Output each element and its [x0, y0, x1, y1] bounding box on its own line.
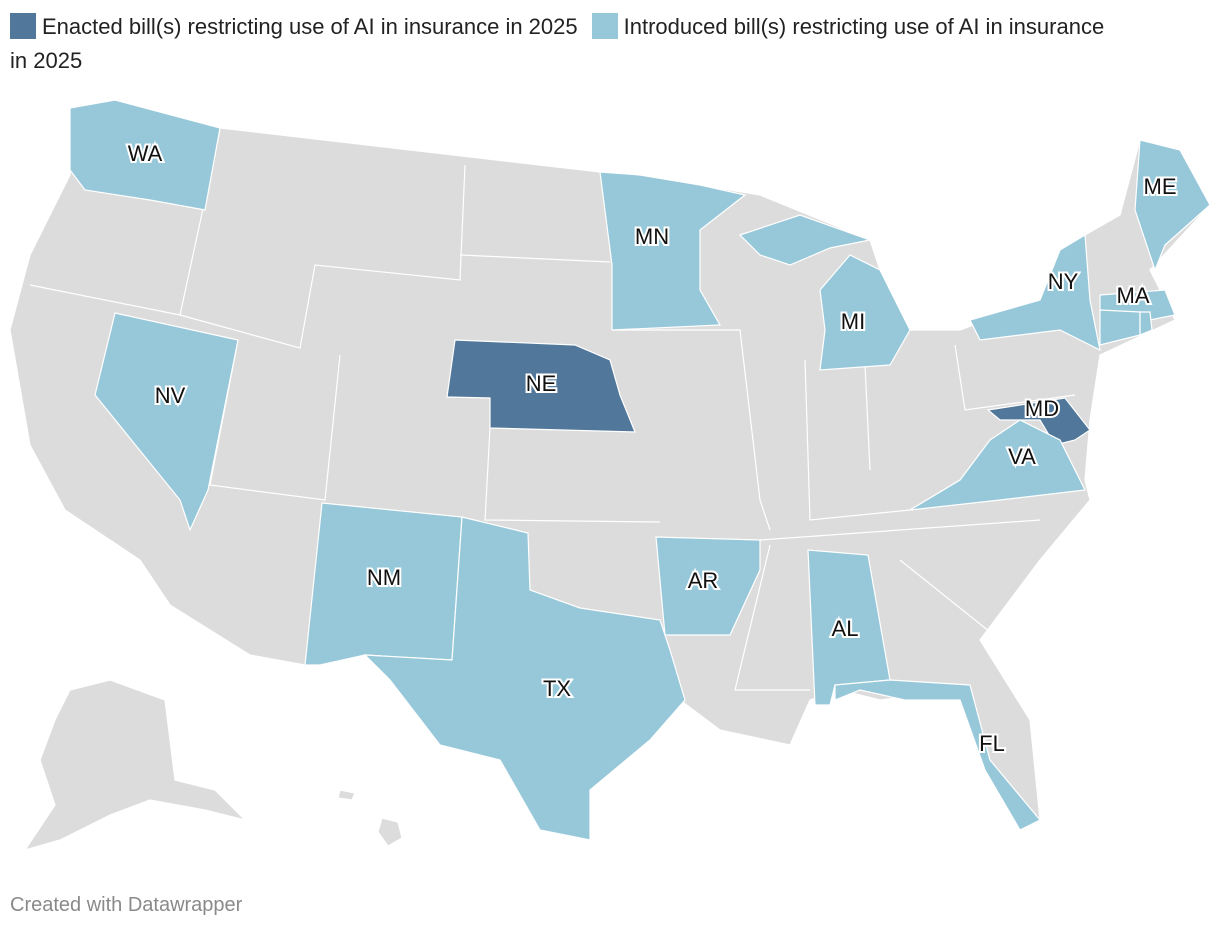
state-label: NM [367, 565, 401, 590]
state-label: FL [979, 731, 1005, 756]
state-label: MI [841, 309, 865, 334]
state-border [734, 544, 810, 691]
state-shape [909, 419, 1086, 511]
state-label: ME [1144, 174, 1177, 199]
state-shape [446, 339, 636, 433]
legend-swatch [10, 13, 36, 39]
state-label: TX [543, 676, 571, 701]
state-label: VA [1008, 444, 1036, 469]
hawaii [377, 817, 403, 847]
legend-label: Enacted bill(s) restricting use of AI in… [42, 14, 578, 39]
state-shape [834, 679, 1041, 831]
legend-item: Enacted bill(s) restricting use of AI in… [10, 13, 578, 39]
state-shape [599, 171, 747, 331]
legend-label: Introduced bill(s) restricting use of AI… [10, 14, 1105, 73]
footer: Created with Datawrapper [10, 894, 243, 916]
state-border [179, 164, 466, 349]
state-labels: NE MD WA NV NM TX AR AL FL MN MI VA NY ME MA [126, 139, 1179, 758]
state-shape [363, 516, 686, 841]
state-label: NV [155, 383, 186, 408]
state-shape [94, 312, 239, 532]
state-shape [986, 397, 1091, 446]
state-border [954, 344, 1076, 411]
state-border [864, 364, 871, 471]
state-label: WA [128, 141, 163, 166]
state-border [899, 559, 1001, 641]
state-border [759, 519, 1041, 541]
alaska [23, 679, 247, 852]
state-label: MD [1025, 396, 1059, 421]
state-label: AR [688, 568, 719, 593]
state-shapes [69, 99, 1211, 841]
state-label: MN [635, 224, 669, 249]
state-shape [1134, 139, 1211, 272]
legend-item: Introduced bill(s) restricting use of AI… [10, 13, 1105, 73]
state-label: MA [1117, 283, 1150, 308]
legend-swatch [591, 13, 618, 39]
state-border [459, 254, 611, 263]
state-border [484, 427, 661, 523]
state-shape [69, 99, 221, 211]
state-shape [738, 214, 873, 266]
state-shape [655, 536, 761, 636]
legend: Enacted bill(s) restricting use of AI in… [10, 10, 1120, 78]
state-label: AL [832, 616, 859, 641]
state-border [612, 329, 771, 531]
state-shape [819, 254, 911, 371]
state-label: NY [1048, 269, 1079, 294]
hawaii-2 [337, 789, 356, 801]
state-shape [1139, 311, 1153, 336]
state-shape [969, 233, 1101, 352]
state-label: NE [526, 371, 557, 396]
